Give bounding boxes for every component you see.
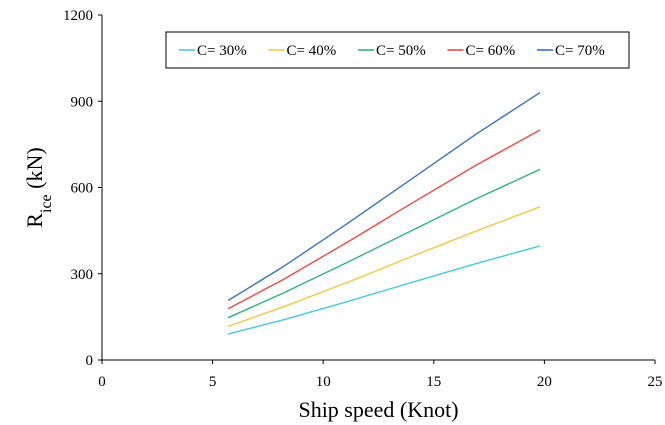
x-axis-title: Ship speed (Knot) [298, 397, 458, 422]
legend-label: C= 70% [555, 43, 605, 59]
series-line [227, 129, 541, 310]
x-tick-label: 20 [537, 374, 552, 390]
y-axis-title-main: R [22, 213, 47, 228]
series-line [227, 206, 541, 328]
legend-label: C= 50% [376, 43, 426, 59]
series-layer [227, 92, 541, 335]
y-axis-title: Rice (kN) [22, 147, 55, 227]
y-axis-title-subscript: ice [38, 194, 55, 213]
x-tick-label: 15 [426, 374, 441, 390]
axes [98, 14, 656, 364]
y-tick-label: 0 [86, 353, 94, 369]
series-line [227, 92, 541, 302]
y-tick-label: 300 [71, 267, 94, 283]
y-tick-label: 600 [71, 181, 94, 197]
x-tick-label: 5 [209, 374, 217, 390]
series-line [227, 168, 541, 319]
x-tick-label: 25 [648, 374, 663, 390]
y-tick-label: 1200 [63, 8, 93, 24]
legend-label: C= 30% [197, 43, 247, 59]
tick-labels: 0 300 600 900 1200 0 5 10 15 20 25 [63, 8, 663, 390]
legend: C= 30% C= 40% C= 50% C= 60% C= 70% [165, 31, 630, 69]
legend-label: C= 60% [466, 43, 516, 59]
legend-label: C= 40% [287, 43, 337, 59]
y-axis-title-unit: (kN) [22, 147, 47, 194]
y-tick-label: 900 [71, 94, 94, 110]
x-tick-label: 0 [98, 374, 106, 390]
x-tick-label: 10 [316, 374, 331, 390]
series-line [227, 245, 541, 335]
